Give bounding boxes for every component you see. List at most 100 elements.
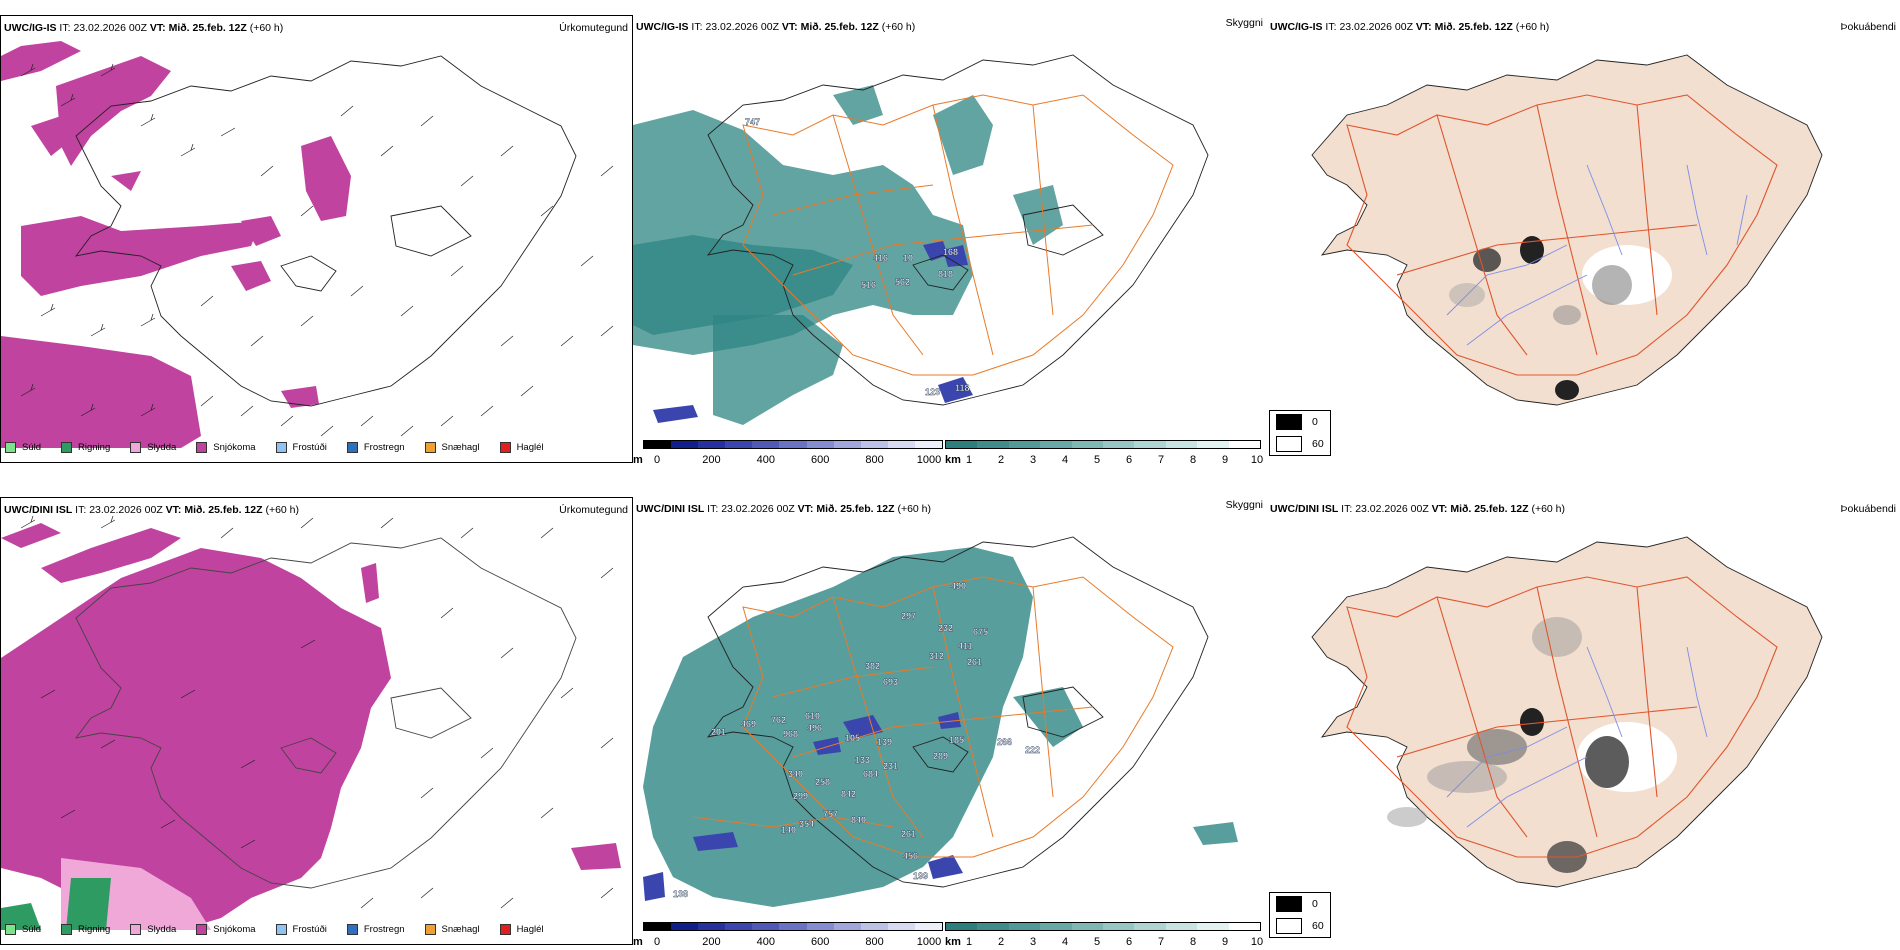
- colorbar-tick: 600: [811, 454, 830, 463]
- legend-swatch: [61, 923, 73, 935]
- colorbar-tick: 6: [1125, 454, 1133, 463]
- colorbar-tick: 8: [1189, 454, 1197, 463]
- iceland-land-fill: [1311, 536, 1823, 888]
- visibility-value-label: 456: [903, 851, 918, 861]
- colorbar-segment: [946, 923, 978, 930]
- visibility-panel-row2: UWC/DINI ISL IT: 23.02.2026 00Z VT: Mið.…: [633, 497, 1267, 945]
- fog-panel-row2: UWC/DINI ISL IT: 23.02.2026 00Z VT: Mið.…: [1267, 497, 1900, 945]
- panel-type-title: Þokuábendi: [1840, 503, 1896, 515]
- iceland-coastline: [74, 537, 577, 889]
- visibility-value-label: 133: [855, 755, 870, 765]
- colorbar-segment: [1197, 923, 1229, 930]
- colorbar-segment: [1134, 923, 1166, 930]
- precip-map: [1, 41, 614, 448]
- colorbar-tick: 7: [1157, 454, 1165, 463]
- colorbar-segment: [806, 441, 834, 448]
- iceland-coastline: [74, 55, 577, 407]
- visibility-value-label: 693: [883, 677, 898, 687]
- visibility-value-label: 258: [815, 777, 830, 787]
- road-network: [692, 576, 1174, 858]
- visibility-value-label: 185: [949, 735, 964, 745]
- lead-time: (+60 h): [249, 22, 284, 34]
- ceiling-strip: [643, 922, 943, 931]
- legend-label: Súld: [22, 441, 42, 453]
- it-label: IT:: [75, 504, 87, 516]
- colorbar-segment: [1197, 441, 1229, 448]
- colorbar-tick: 4: [1061, 936, 1069, 945]
- legend-swatch: [346, 441, 358, 453]
- visibility-value-label: 261: [901, 829, 916, 839]
- legend-swatch: [196, 923, 208, 935]
- panel-type-title: Skyggni: [1225, 499, 1263, 511]
- it-label: IT:: [691, 21, 703, 33]
- iceland-coastline: [706, 536, 1209, 888]
- visibility-value-label: 201: [711, 727, 726, 737]
- visibility-value-label: 562: [895, 277, 910, 287]
- visibility-value-label: 138: [673, 889, 688, 899]
- colorbar-segment: [1040, 923, 1072, 930]
- iceland-land-fill: [1311, 54, 1823, 406]
- vt-label: VT:: [781, 21, 798, 33]
- legend-label: Súld: [22, 923, 42, 935]
- panel-header: UWC/DINI ISL IT: 23.02.2026 00Z VT: Mið.…: [4, 504, 299, 516]
- precip-rain-sleet: [1, 858, 211, 930]
- colorbar-segment: [671, 441, 699, 448]
- model-name: UWC/IG-IS: [636, 21, 689, 33]
- colorbar-segment: [698, 923, 726, 930]
- precip-legend-item: Slydda: [130, 923, 176, 935]
- colorbar-segment: [887, 441, 915, 448]
- legend-label: Frostregn: [363, 441, 405, 453]
- visibility-value-label: 297: [901, 611, 916, 621]
- colorbar-segment: [946, 441, 978, 448]
- visibility-labels: 747 416 10 168 516 562 818 123 118: [745, 117, 970, 397]
- colorbar-segment: [977, 441, 1009, 448]
- colorbar-segment: [977, 923, 1009, 930]
- visibility-value-label: 840: [851, 815, 866, 825]
- colorbar-segment: [1071, 923, 1104, 930]
- precip-legend-item: Haglél: [499, 923, 544, 935]
- it-value: 23.02.2026 00Z: [721, 503, 795, 515]
- colorbar-segment: [644, 923, 672, 930]
- iceland-coastline: [706, 54, 1209, 406]
- visibility-value-label: 340: [788, 769, 803, 779]
- it-label: IT:: [1341, 503, 1353, 515]
- colorbar-tick: 5: [1093, 454, 1101, 463]
- legend-swatch: [499, 441, 511, 453]
- vt-value: Mið. 25.feb. 12Z: [800, 21, 879, 33]
- fog-map: [1311, 536, 1823, 888]
- model-name: UWC/DINI ISL: [1270, 503, 1339, 515]
- colorbar-segment: [887, 923, 915, 930]
- legend-label: Snjókoma: [213, 923, 256, 935]
- legend-swatch: [5, 923, 16, 935]
- panel-type-title: Úrkomutegund: [559, 22, 628, 34]
- colorbar-segment: [752, 923, 780, 930]
- lead-time: (+60 h): [881, 21, 916, 33]
- colorbar-segment: [779, 923, 807, 930]
- legend-label: Haglél: [516, 923, 544, 935]
- visibility-value-label: 289: [933, 751, 948, 761]
- panel-header: UWC/IG-IS IT: 23.02.2026 00Z VT: Mið. 25…: [1270, 21, 1549, 33]
- fog-legend-item: 0: [1270, 411, 1330, 433]
- legend-swatch: [1276, 918, 1302, 934]
- visibility-value-label: 684: [863, 769, 878, 779]
- panel-type-title: Þokuábendi: [1840, 21, 1896, 33]
- legend-swatch: [346, 923, 358, 935]
- precip-legend-item: Frostregn: [346, 923, 405, 935]
- model-name: UWC/IG-IS: [1270, 21, 1323, 33]
- colorbar-segment: [1008, 441, 1041, 448]
- precip-legend: Súld Rigning Slydda Snjókoma Frostúði Frostre…: [5, 438, 564, 456]
- precip-legend-item: Slydda: [130, 441, 176, 453]
- precip-legend-item: Frostregn: [346, 441, 405, 453]
- legend-label: Frostúði: [292, 923, 327, 935]
- visibility-value-label: 222: [1025, 745, 1040, 755]
- visibility-value-label: 168: [943, 247, 958, 257]
- legend-label: Rigning: [78, 441, 111, 453]
- legend-label: Rigning: [78, 923, 111, 935]
- ceiling-strip: [643, 440, 943, 449]
- low-ceiling-areas: [653, 241, 973, 423]
- legend-swatch: [424, 923, 436, 935]
- colorbar-segment: [914, 441, 943, 448]
- ceiling-unit: m: [633, 454, 643, 463]
- colorbar-tick: 400: [756, 454, 775, 463]
- visibility-unit: km: [945, 936, 961, 945]
